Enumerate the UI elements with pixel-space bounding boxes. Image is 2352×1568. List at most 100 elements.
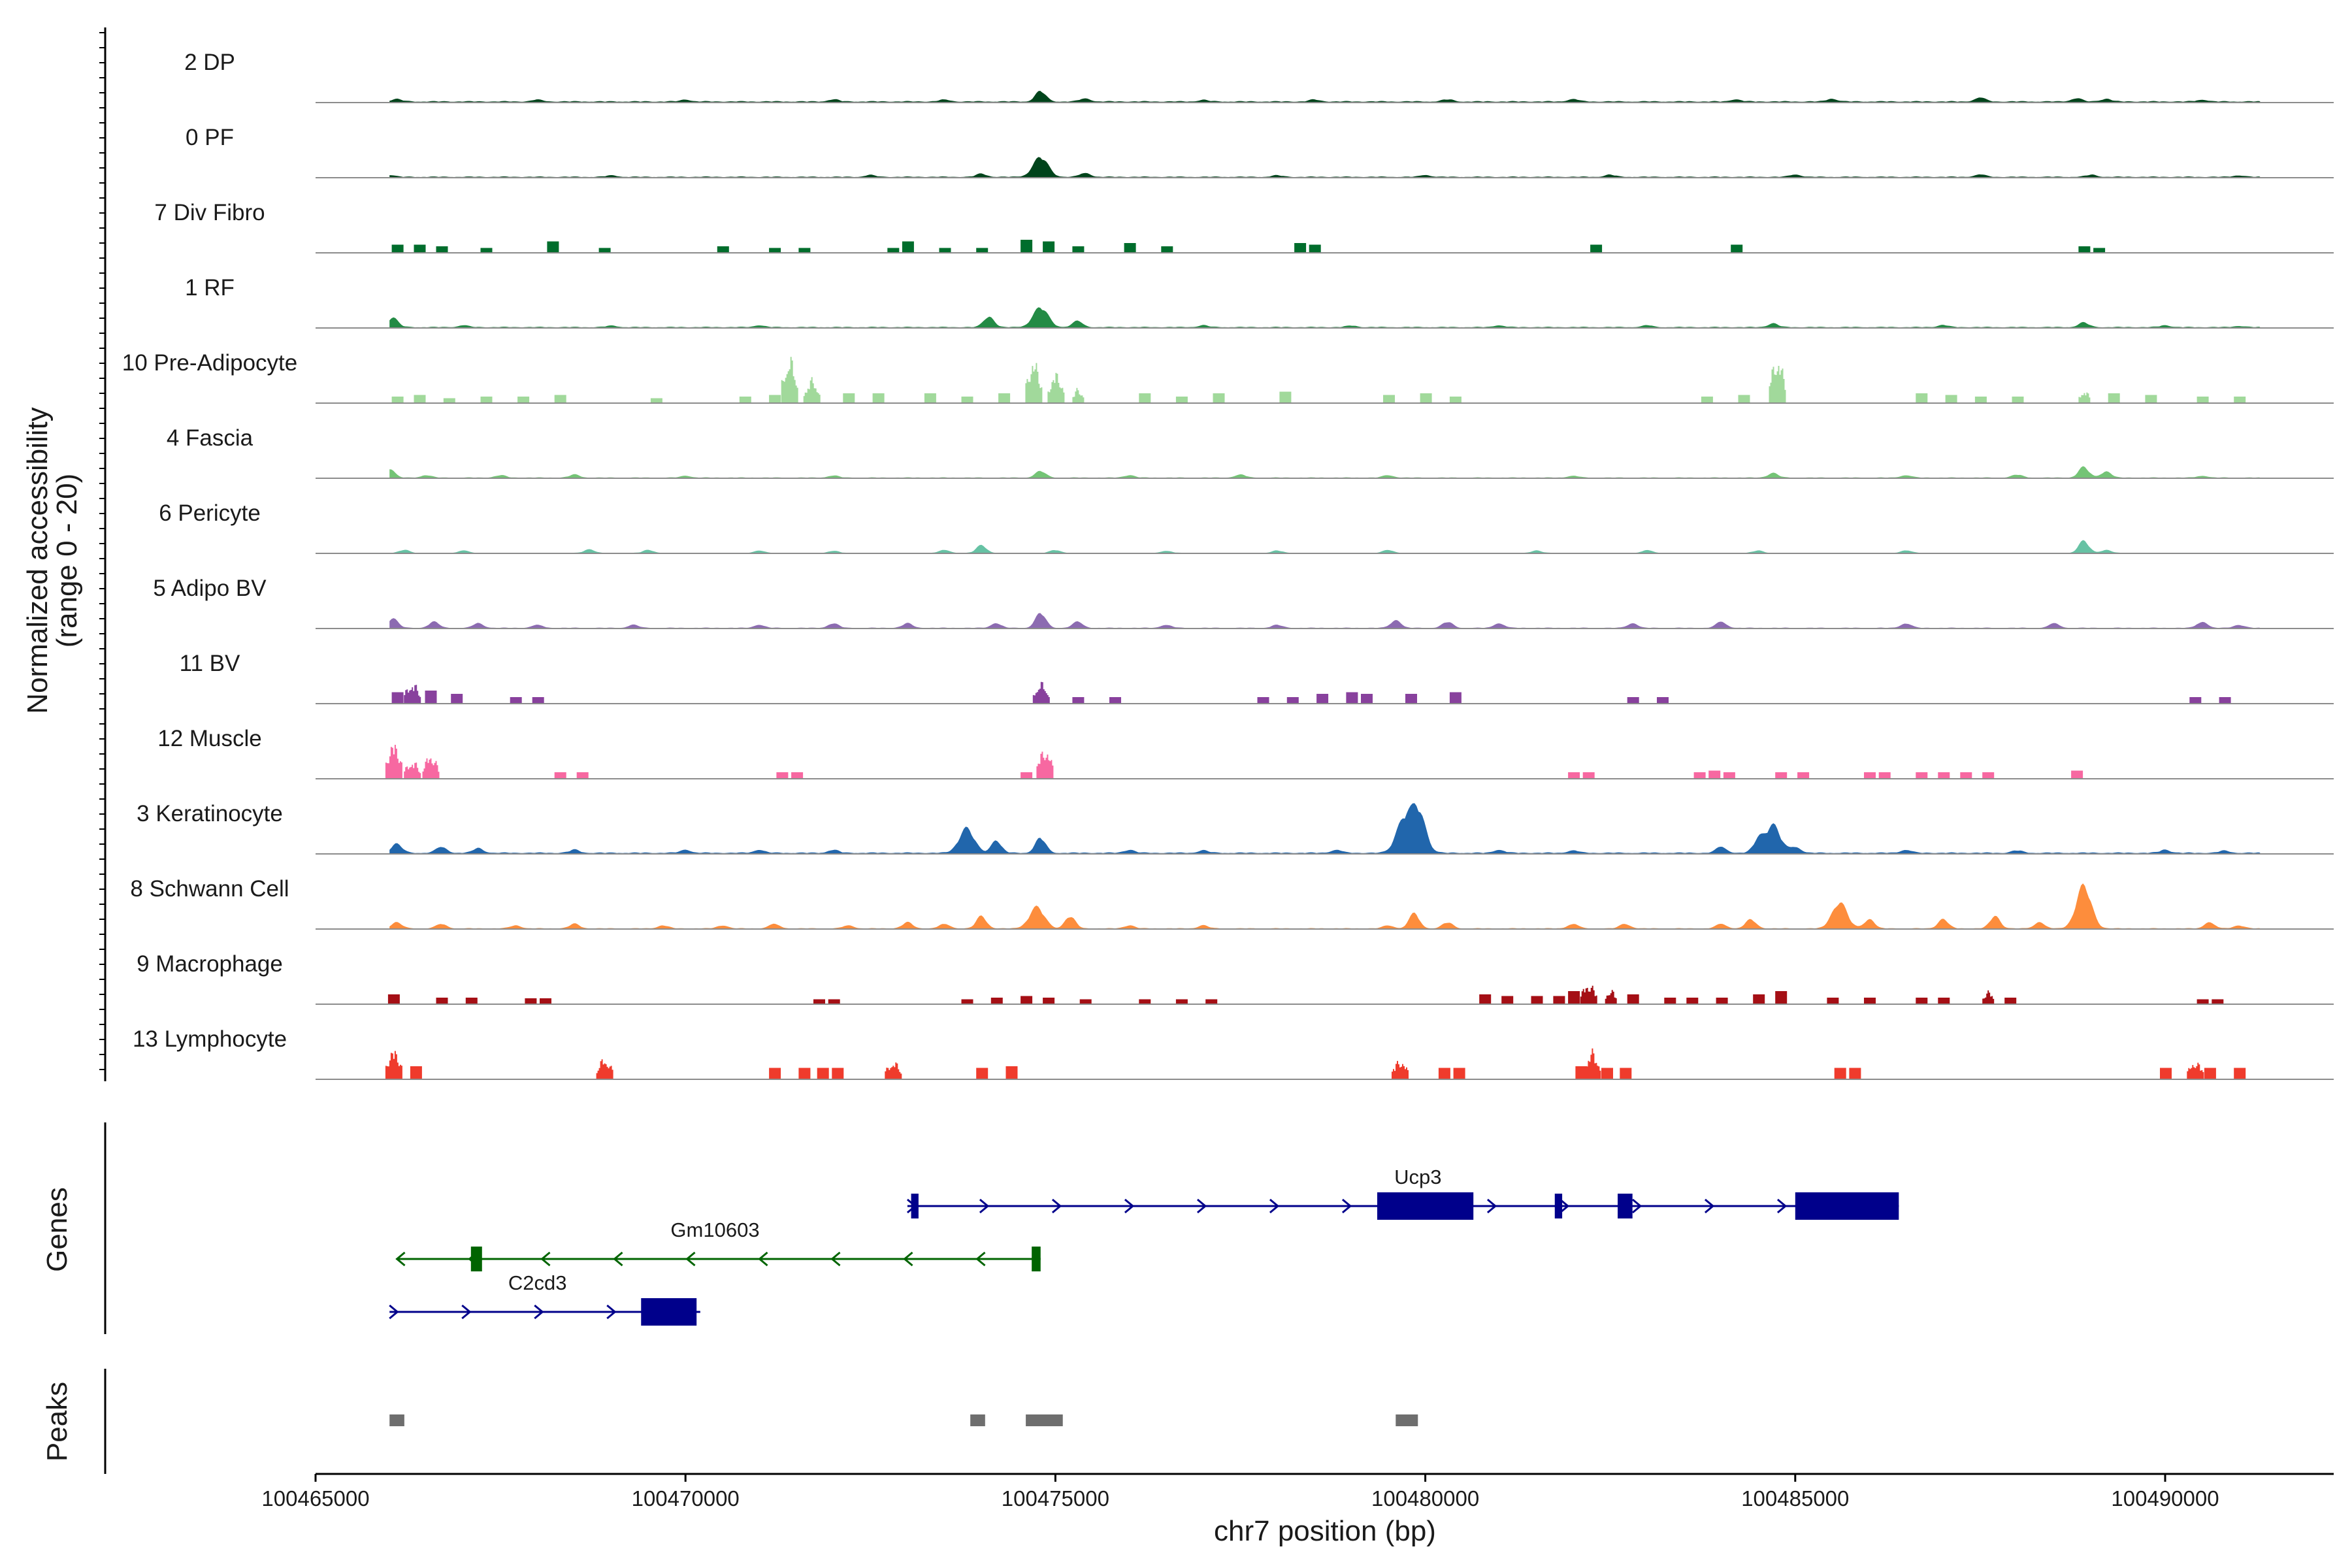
track-5-adipo-bv: 5 Adipo BV	[153, 576, 2334, 629]
strand-arrow	[395, 1251, 406, 1267]
coverage-area	[389, 803, 2262, 854]
y-axis-title-line1: Normalized accessibility	[22, 407, 54, 713]
track-9-macrophage: 9 Macrophage	[137, 951, 2334, 1005]
strand-arrow	[1704, 1198, 1715, 1214]
peak-regions	[389, 1414, 1418, 1426]
track-8-schwann-cell: 8 Schwann Cell	[130, 876, 2334, 930]
track-label: 8 Schwann Cell	[130, 876, 289, 902]
x-axis-title: chr7 position (bp)	[1214, 1515, 1436, 1547]
strand-arrow	[979, 1198, 990, 1214]
coverage-area	[389, 307, 2262, 328]
strand-arrow	[606, 1304, 617, 1320]
track-label: 6 Pericyte	[159, 500, 261, 526]
coverage-tracks: 2 DP 0 PF 7 Div Fibro 1 RF 10 Pre-Adipocyte 4…	[122, 50, 2334, 1080]
coverage-area	[385, 745, 2262, 779]
track-label: 9 Macrophage	[137, 951, 283, 977]
x-tick-label: 100475000	[1002, 1486, 1109, 1511]
gene-exon	[1618, 1194, 1633, 1218]
strand-arrow	[1051, 1198, 1062, 1214]
track-13-lymphocyte: 13 Lymphocyte	[133, 1026, 2334, 1080]
coverage-area	[389, 240, 2262, 253]
strand-arrow	[975, 1251, 986, 1267]
gene-exon	[470, 1247, 482, 1271]
track-label: 10 Pre-Adipocyte	[122, 350, 297, 376]
strand-arrow	[1341, 1198, 1352, 1214]
peak-region-bar	[1396, 1414, 1418, 1426]
coverage-area	[389, 157, 2262, 178]
gene-exon	[1377, 1192, 1474, 1220]
peak-region-bar	[1026, 1414, 1063, 1426]
genes-panel-title: Genes	[41, 1187, 73, 1272]
strand-arrow	[758, 1251, 768, 1267]
strand-arrow	[1631, 1198, 1642, 1214]
gene-exon	[641, 1298, 697, 1326]
track-label: 4 Fascia	[167, 425, 253, 451]
track-label: 11 BV	[180, 651, 240, 676]
track-10-pre-adipocyte: 10 Pre-Adipocyte	[122, 350, 2334, 404]
strand-arrow	[1559, 1198, 1570, 1214]
x-tick-label: 100490000	[2111, 1486, 2219, 1511]
coverage-area	[389, 613, 2262, 629]
gene-annotations: Ucp3 Gm10603 C2cd3	[389, 1166, 1899, 1326]
coverage-area	[389, 357, 2262, 403]
x-tick-label: 100480000	[1371, 1486, 1479, 1511]
coverage-area	[389, 540, 2262, 553]
strand-arrow	[1196, 1198, 1207, 1214]
coverage-y-axis	[99, 27, 106, 1081]
strand-arrow	[830, 1251, 841, 1267]
x-tick-label: 100465000	[261, 1486, 369, 1511]
strand-arrow	[685, 1251, 696, 1267]
gene-exon	[1032, 1247, 1041, 1271]
gene-name-label: C2cd3	[508, 1271, 567, 1294]
track-6-pericyte: 6 Pericyte	[159, 500, 2334, 554]
track-label: 2 DP	[184, 50, 235, 75]
track-label: 3 Keratinocyte	[137, 801, 283, 826]
strand-arrow	[1269, 1198, 1280, 1214]
strand-arrow	[1124, 1198, 1135, 1214]
gene-c2cd3: C2cd3	[389, 1271, 700, 1326]
strand-arrow	[461, 1304, 472, 1320]
coverage-area	[389, 883, 2262, 929]
track-label: 1 RF	[185, 275, 235, 301]
y-axis-title-line2: (range 0 - 20)	[51, 474, 83, 648]
x-tick-label: 100470000	[632, 1486, 740, 1511]
strand-arrow	[903, 1251, 913, 1267]
coverage-area	[389, 466, 2262, 478]
x-axis-ticks: 100465000 100470000 100475000 100480000 1004…	[261, 1474, 2219, 1511]
track-11-bv: 11 BV	[180, 651, 2334, 704]
track-label: 5 Adipo BV	[153, 576, 267, 601]
strand-arrow	[1486, 1198, 1497, 1214]
strand-arrow	[1776, 1198, 1788, 1214]
strand-arrow	[389, 1304, 399, 1320]
gene-name-label: Ucp3	[1394, 1166, 1441, 1188]
coverage-area	[385, 1048, 2262, 1079]
track-1-rf: 1 RF	[185, 275, 2334, 329]
gene-name-label: Gm10603	[670, 1218, 759, 1241]
track-label: 12 Muscle	[157, 726, 262, 751]
track-label: 7 Div Fibro	[154, 200, 265, 225]
strand-arrow	[613, 1251, 623, 1267]
gene-exon	[1795, 1192, 1899, 1220]
track-label: 0 PF	[186, 125, 234, 150]
gene-exon	[1554, 1194, 1563, 1218]
peaks-panel-title: Peaks	[41, 1382, 73, 1462]
strand-arrow	[534, 1304, 544, 1320]
coverage-area	[389, 91, 2262, 103]
track-7-div-fibro: 7 Div Fibro	[154, 200, 2334, 253]
coverage-area	[387, 985, 2262, 1004]
gene-exon	[911, 1194, 919, 1218]
track-12-muscle: 12 Muscle	[157, 726, 2334, 779]
x-tick-label: 100485000	[1741, 1486, 1849, 1511]
strand-arrow	[540, 1251, 551, 1267]
track-0-pf: 0 PF	[186, 125, 2334, 178]
peak-region-bar	[389, 1414, 404, 1426]
track-4-fascia: 4 Fascia	[167, 425, 2334, 479]
gene-gm10603: Gm10603	[395, 1218, 1041, 1271]
track-2-dp: 2 DP	[184, 50, 2334, 103]
gene-ucp3: Ucp3	[906, 1166, 1899, 1220]
coverage-area	[389, 681, 2262, 704]
track-label: 13 Lymphocyte	[133, 1026, 287, 1052]
track-3-keratinocyte: 3 Keratinocyte	[137, 801, 2334, 855]
peak-region-bar	[970, 1414, 985, 1426]
